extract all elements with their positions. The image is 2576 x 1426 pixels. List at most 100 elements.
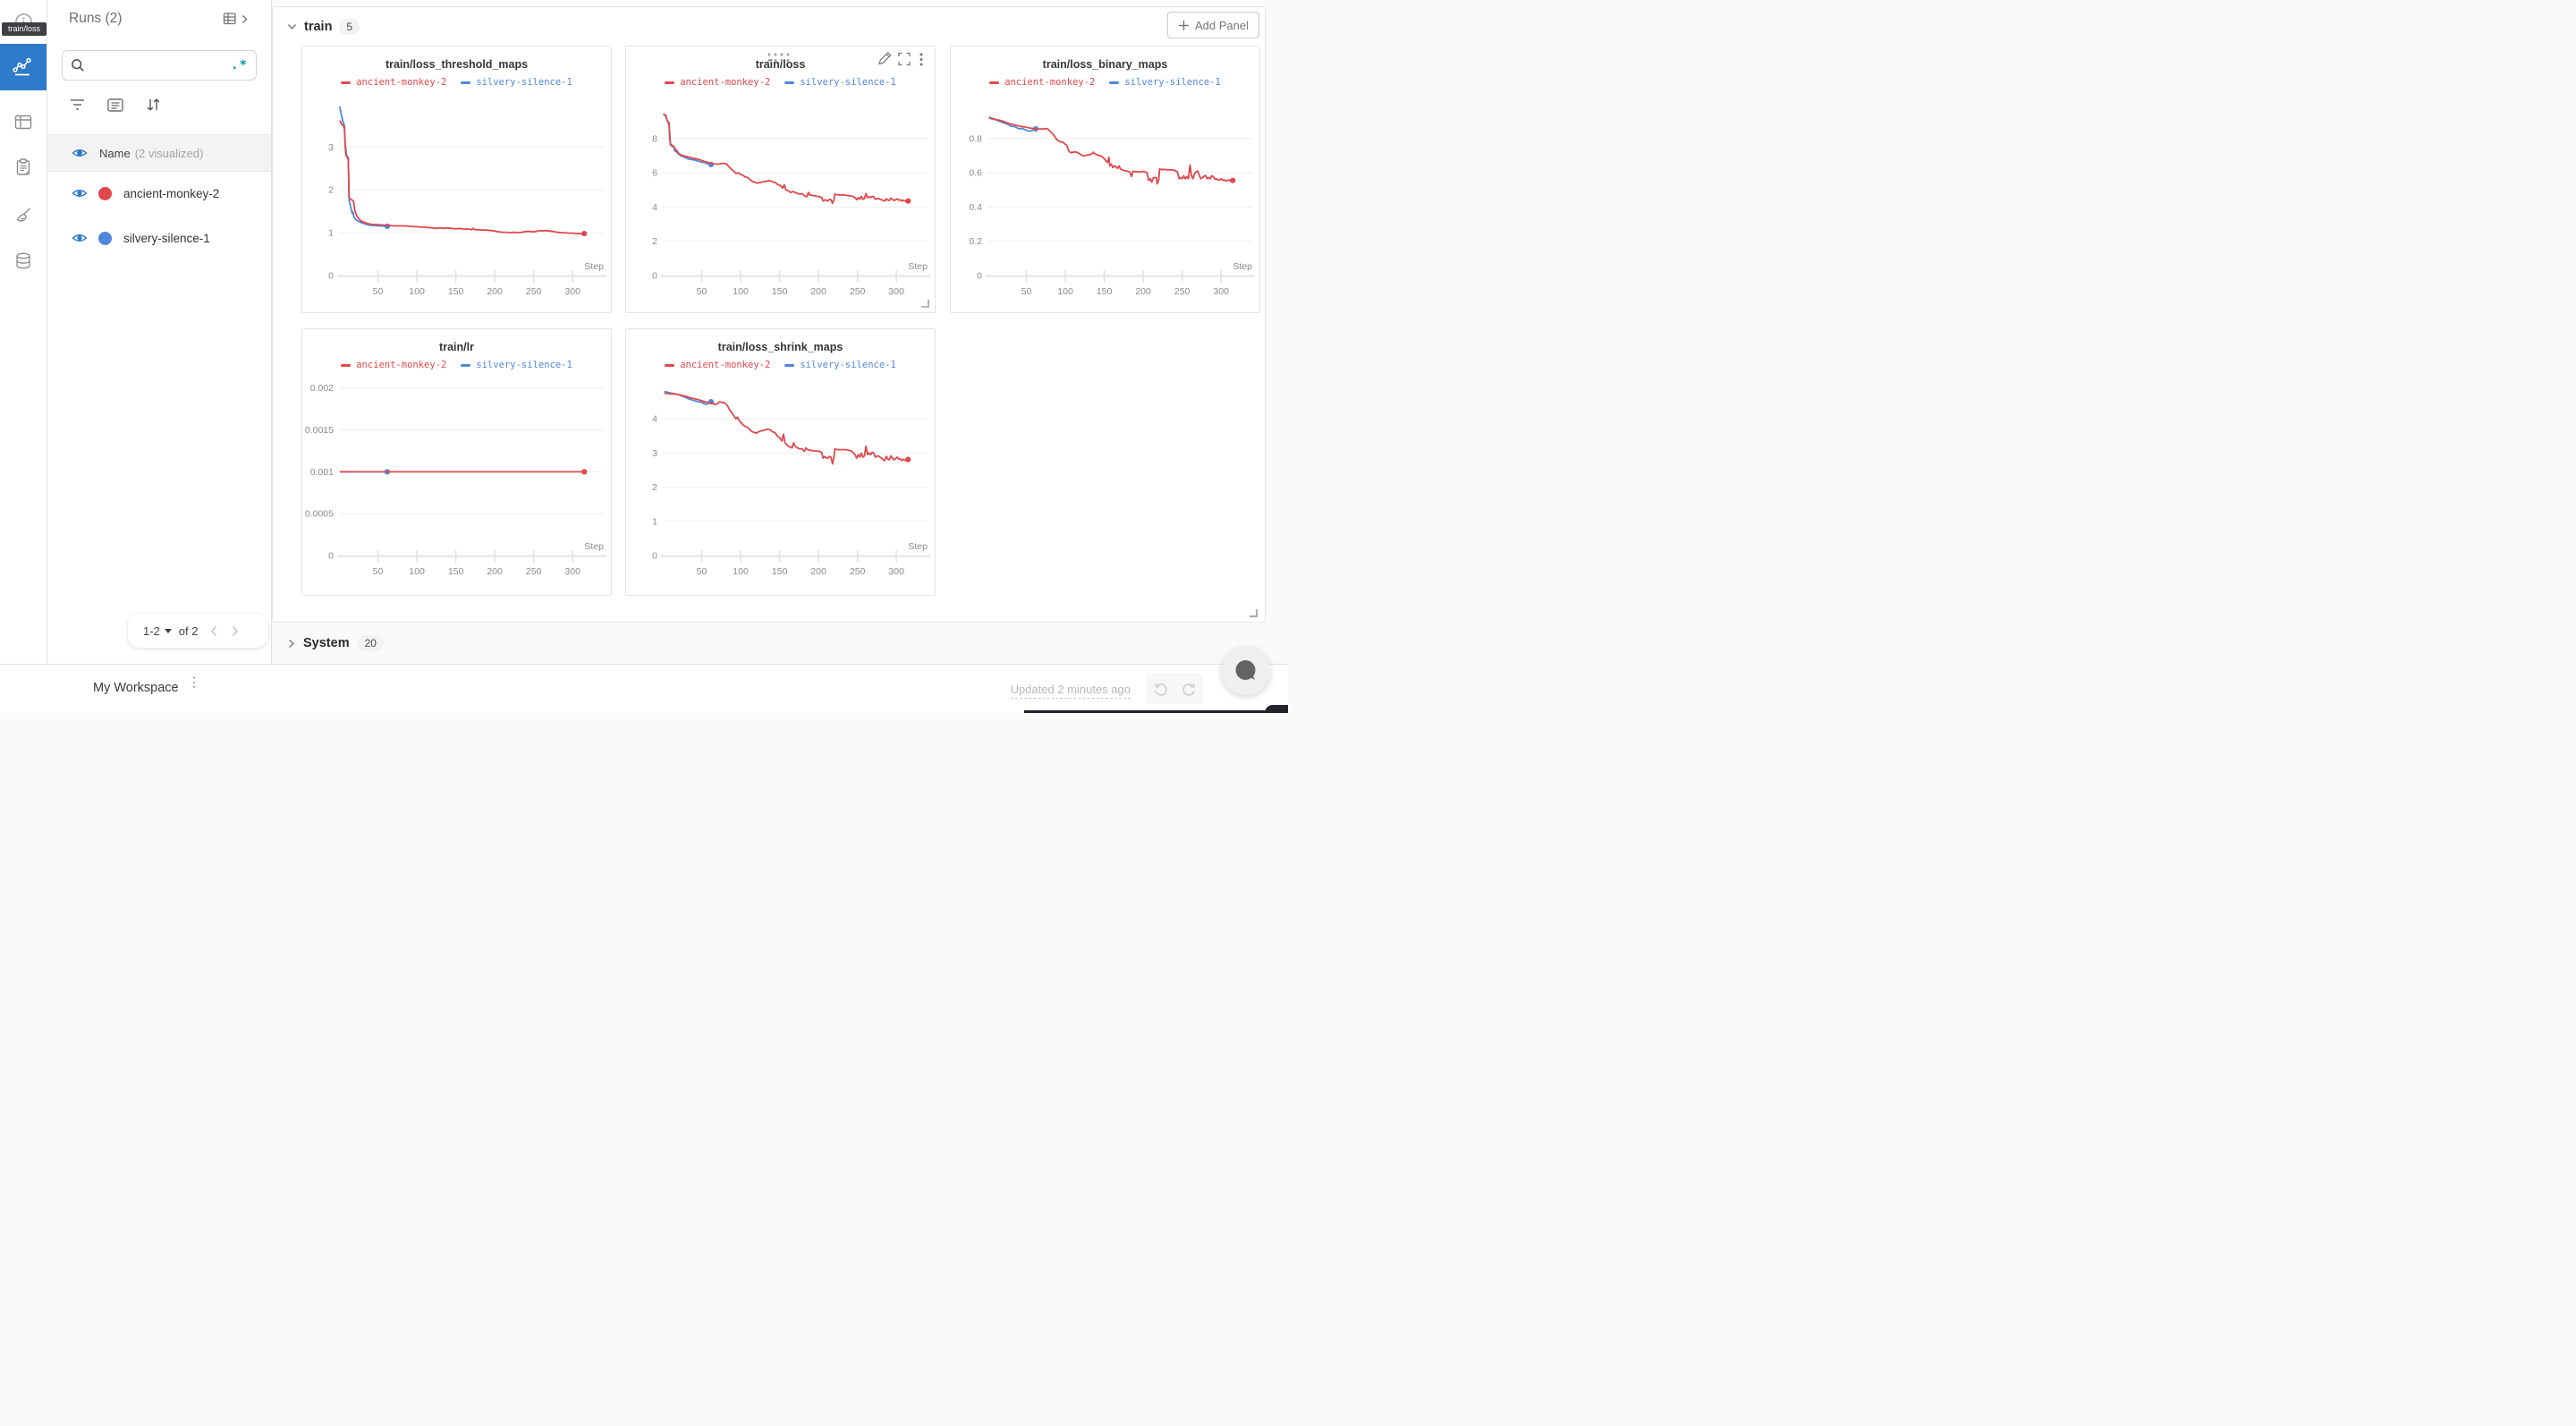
drag-handle-icon (774, 59, 777, 62)
svg-text:200: 200 (810, 566, 826, 577)
nav-item-logs[interactable] (0, 149, 47, 185)
runs-table-expand-button[interactable] (223, 11, 248, 27)
panel-legend: ancient-monkey-2 silvery-silence-1 (302, 77, 611, 88)
svg-text:100: 100 (733, 286, 749, 297)
legend-item[interactable]: ancient-monkey-2 (665, 77, 770, 88)
pagination-prev-button[interactable] (210, 625, 218, 637)
nav-item-table[interactable] (0, 105, 47, 140)
legend-run-name: silvery-silence-1 (800, 360, 896, 370)
pagination-range[interactable]: 1-2 (143, 624, 160, 638)
line-chart[interactable]: 0 1 2 3 50 100 150 200 250 300 Step (302, 47, 611, 312)
chart-panel[interactable]: train/loss_threshold_maps ancient-monkey-… (301, 46, 612, 313)
panel-legend: ancient-monkey-2 silvery-silence-1 (302, 360, 611, 370)
legend-item[interactable]: silvery-silence-1 (784, 360, 896, 370)
line-chart[interactable]: 0 0.0005 0.001 0.0015 0.002 50 100 150 200 250 300… (302, 329, 611, 595)
legend-run-name: silvery-silence-1 (1124, 77, 1221, 88)
workspace-menu-button[interactable]: ⋮ (188, 675, 200, 689)
svg-text:150: 150 (448, 566, 464, 577)
panel-legend: ancient-monkey-2 silvery-silence-1 (951, 77, 1259, 88)
panel-resize-handle-icon[interactable] (921, 300, 929, 308)
line-chart[interactable]: 0 2 4 6 8 50 100 150 200 250 300 Step (626, 47, 935, 312)
svg-text:4: 4 (652, 202, 657, 213)
panel-legend: ancient-monkey-2 silvery-silence-1 (626, 360, 935, 370)
legend-item[interactable]: silvery-silence-1 (461, 77, 572, 88)
svg-text:0.001: 0.001 (310, 467, 334, 478)
legend-item[interactable]: silvery-silence-1 (461, 360, 572, 370)
eye-icon[interactable] (72, 232, 88, 244)
svg-text:300: 300 (888, 566, 904, 577)
drag-handle-icon (774, 53, 777, 56)
left-nav-rail (0, 0, 47, 664)
legend-run-name: silvery-silence-1 (476, 77, 572, 88)
svg-text:150: 150 (772, 566, 788, 577)
legend-item[interactable]: silvery-silence-1 (1109, 77, 1221, 88)
svg-text:2: 2 (652, 236, 657, 247)
wandb-workspace: train/loss Runs (2) .* Name (2 visualize… (0, 0, 1288, 713)
fullscreen-icon[interactable] (898, 52, 911, 66)
svg-text:Step: Step (908, 261, 928, 272)
pagination-next-button[interactable] (231, 625, 239, 637)
svg-text:Step: Step (584, 261, 604, 272)
filter-button[interactable] (67, 95, 87, 115)
runs-panel-title: Runs (2) (69, 11, 123, 26)
panel-title: train/loss_shrink_maps (717, 341, 843, 353)
svg-text:6: 6 (652, 168, 657, 179)
chart-panel[interactable]: train/lr ancient-monkey-2 silvery-silence-… (301, 328, 612, 596)
run-color-dot (98, 231, 112, 245)
run-name: silvery-silence-1 (123, 231, 210, 245)
chart-panel[interactable]: train/loss_binary_maps ancient-monkey-2 si… (950, 46, 1260, 313)
chart-panel[interactable]: train/loss ancient-monkey-2 silvery-silenc… (625, 46, 936, 313)
svg-text:2: 2 (652, 482, 657, 493)
nav-item-artifacts[interactable] (0, 243, 47, 279)
line-chart[interactable]: 0 0.2 0.4 0.6 0.8 50 100 150 200 250 300 Step (951, 47, 1259, 312)
legend-swatch (461, 81, 471, 84)
run-list-header[interactable]: Name (2 visualized) (47, 134, 271, 172)
run-row[interactable]: ancient-monkey-2 (47, 171, 271, 216)
svg-text:250: 250 (1174, 286, 1191, 297)
eye-icon[interactable] (72, 187, 88, 199)
clipboard-icon (16, 158, 30, 175)
pagination-caret-icon[interactable] (164, 628, 172, 633)
chart-panel[interactable]: train/loss_shrink_maps ancient-monkey-2 si… (625, 328, 936, 596)
section-train-header[interactable]: train 5 (287, 19, 360, 35)
chat-widget-button[interactable] (1222, 647, 1270, 695)
undo-icon (1154, 683, 1167, 696)
svg-text:4: 4 (652, 414, 657, 425)
regex-toggle[interactable]: .* (231, 58, 248, 72)
legend-item[interactable]: silvery-silence-1 (784, 77, 896, 88)
legend-item[interactable]: ancient-monkey-2 (341, 77, 446, 88)
chevron-right-icon (289, 639, 295, 648)
line-chart[interactable]: 0 1 2 3 4 50 100 150 200 250 300 Step (626, 329, 935, 595)
sort-button[interactable] (143, 95, 163, 115)
group-button[interactable] (106, 95, 125, 115)
svg-text:200: 200 (810, 286, 826, 297)
legend-item[interactable]: ancient-monkey-2 (665, 360, 770, 370)
panel-title: train/lr (439, 341, 474, 353)
nav-item-sweeps[interactable] (0, 198, 47, 233)
svg-text:0: 0 (652, 551, 657, 562)
redo-button[interactable] (1174, 674, 1203, 704)
section-count-badge: 5 (339, 19, 360, 35)
panel-menu-icon[interactable] (919, 63, 923, 66)
svg-text:150: 150 (448, 286, 464, 297)
workspace-main: train 5 Add Panel train/loss_threshold_m… (271, 0, 1288, 664)
eye-icon[interactable] (72, 147, 88, 159)
svg-text:0.2: 0.2 (969, 236, 982, 247)
section-resize-handle-icon[interactable] (1249, 608, 1258, 617)
nav-item-charts-active[interactable] (0, 44, 47, 90)
panel-menu-icon[interactable] (919, 58, 923, 61)
edit-panel-icon[interactable] (878, 51, 892, 65)
undo-button[interactable] (1146, 674, 1174, 704)
run-row[interactable]: silvery-silence-1 (47, 216, 271, 260)
add-panel-button[interactable]: Add Panel (1167, 12, 1259, 38)
legend-item[interactable]: ancient-monkey-2 (989, 77, 1095, 88)
section-system-header[interactable]: System 20 (272, 623, 1266, 664)
panel-menu-icon[interactable] (919, 53, 923, 56)
search-input[interactable] (85, 59, 232, 72)
legend-item[interactable]: ancient-monkey-2 (341, 360, 446, 370)
legend-run-name: silvery-silence-1 (800, 77, 896, 88)
sort-icon (147, 98, 159, 111)
filter-icon (70, 99, 84, 110)
panel-hover-controls[interactable] (767, 51, 923, 66)
panel-title: train/loss_binary_maps (1042, 58, 1168, 71)
